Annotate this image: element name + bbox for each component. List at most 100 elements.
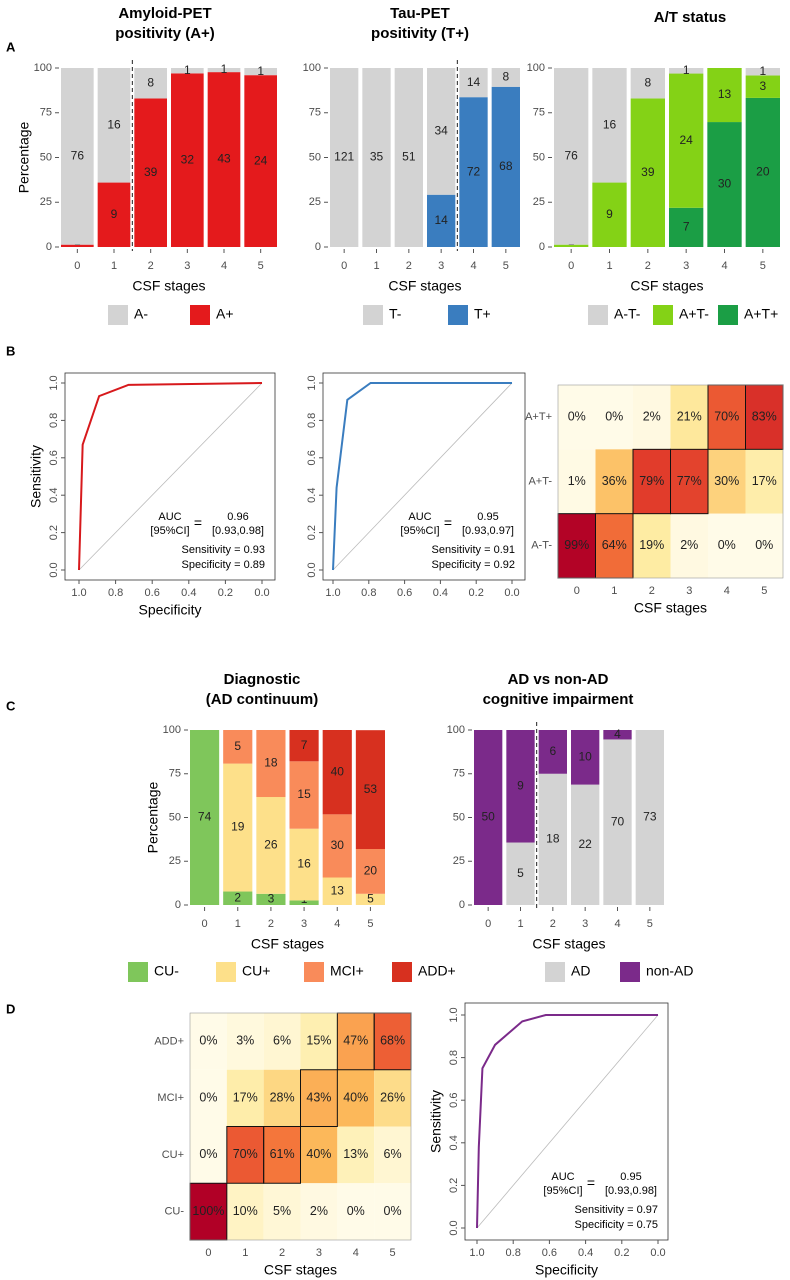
x-tick-label: 0.8	[361, 587, 376, 599]
bar-segment	[554, 244, 589, 247]
heat-cell	[300, 1183, 338, 1240]
bar-segment	[256, 797, 286, 894]
bar-segment	[289, 730, 319, 762]
auc-label: AUC	[158, 511, 181, 523]
bar-segment	[491, 68, 520, 87]
cell-label: 6%	[273, 1034, 291, 1048]
bar-segment	[603, 730, 632, 740]
bar-segment	[506, 730, 535, 843]
row-label: CU+	[162, 1149, 184, 1161]
bar-segment	[427, 194, 456, 247]
heat-cell	[708, 513, 746, 578]
equals-sign: =	[194, 515, 202, 531]
x-tick-label: 3	[316, 1247, 322, 1259]
heat-cell	[633, 385, 671, 450]
bar-count-label: 14	[467, 75, 481, 89]
bar-segment	[244, 75, 277, 247]
cell-label: 3%	[236, 1034, 254, 1048]
heat-cell	[300, 1013, 338, 1070]
heat-cell	[190, 1069, 227, 1127]
bar-segment	[207, 72, 241, 247]
panel-label: C	[6, 698, 16, 713]
ci-label: [95%CI]	[543, 1185, 582, 1197]
heat-cell	[745, 513, 783, 578]
heat-cell	[745, 449, 783, 514]
bar-segment	[745, 97, 780, 247]
panel-label: A	[6, 39, 16, 54]
bar-segment	[592, 68, 627, 183]
heat-cell	[190, 1126, 227, 1184]
bar-count-label: 5	[517, 866, 524, 880]
ci-value: [0.93,0.98]	[212, 525, 264, 537]
y-tick-label: 1.0	[306, 375, 318, 390]
y-tick-label: 75	[169, 768, 181, 780]
y-tick-label: 0.0	[306, 562, 318, 577]
bar-count-label: 74	[198, 810, 212, 824]
y-tick-label: 0.8	[48, 413, 60, 428]
cell-label: 0%	[718, 538, 736, 552]
chart-title: AD vs non-AD	[508, 671, 609, 688]
x-axis-label: CSF stages	[251, 936, 324, 952]
cell-label: 0%	[347, 1204, 365, 1218]
x-tick-label: 0.4	[433, 587, 448, 599]
chart-title: Tau-PET	[390, 5, 450, 22]
x-tick-label: 4	[724, 585, 730, 597]
x-tick-label: 5	[761, 585, 767, 597]
bar-count-label: 30	[718, 177, 732, 191]
legend-swatch	[216, 962, 236, 982]
x-tick-label: 2	[279, 1247, 285, 1259]
plot-frame	[322, 372, 526, 581]
bar-count-label: 20	[364, 864, 378, 878]
bar-segment	[330, 68, 359, 247]
row-label: CU-	[164, 1206, 184, 1218]
x-tick-label: 1	[235, 918, 241, 930]
heat-cell	[263, 1183, 301, 1240]
y-tick-label: 0	[315, 241, 321, 253]
auc-value: 0.96	[227, 511, 248, 523]
y-tick-label: 75	[453, 768, 465, 780]
x-tick-label: 0.6	[397, 587, 412, 599]
x-axis-label: CSF stages	[532, 936, 605, 952]
bar-count-label: 24	[679, 133, 693, 147]
bar-count-label: 1	[683, 63, 690, 77]
y-tick-label: 0.6	[306, 450, 318, 465]
x-tick-label: 1.0	[325, 587, 340, 599]
legend-swatch	[128, 962, 148, 982]
x-tick-label: 2	[550, 918, 556, 930]
x-tick-label: 3	[582, 918, 588, 930]
bar-segment	[745, 75, 780, 98]
legend-label: CU-	[154, 963, 179, 979]
x-tick-label: 0.6	[542, 1247, 557, 1259]
x-tick-label: 5	[258, 260, 264, 272]
bar-count-label: 4	[614, 727, 621, 741]
heat-cell	[708, 385, 746, 450]
bar-count-label: 3	[268, 892, 275, 906]
bar-segment	[635, 730, 664, 905]
cell-label: 83%	[752, 409, 777, 423]
legend-swatch	[392, 962, 412, 982]
cell-label: 47%	[343, 1034, 368, 1048]
x-tick-label: 2	[148, 260, 154, 272]
legend-swatch	[190, 305, 210, 325]
ci-value: [0.93,0.97]	[462, 525, 514, 537]
y-tick-label: 25	[40, 196, 52, 208]
auc-value: 0.95	[620, 1171, 641, 1183]
cell-label: 0%	[199, 1090, 217, 1104]
y-tick-label: 0.8	[306, 413, 318, 428]
cell-label: 0%	[199, 1147, 217, 1161]
bar-segment	[289, 828, 319, 901]
bar-count-label: 20	[756, 165, 770, 179]
bar-count-label: 16	[603, 117, 617, 131]
x-tick-label: 0.0	[254, 587, 269, 599]
bar-segment	[459, 97, 488, 247]
bar-segment	[322, 877, 352, 905]
legend-swatch	[653, 305, 673, 325]
x-tick-label: 0	[574, 585, 580, 597]
auc-label: AUC	[551, 1171, 574, 1183]
x-tick-label: 0	[74, 260, 80, 272]
y-tick-label: 75	[533, 107, 545, 119]
cell-label: 99%	[564, 538, 589, 552]
bar-segment	[603, 739, 632, 905]
x-axis-label: Specificity	[535, 1262, 598, 1278]
y-tick-label: 0.2	[306, 525, 318, 540]
